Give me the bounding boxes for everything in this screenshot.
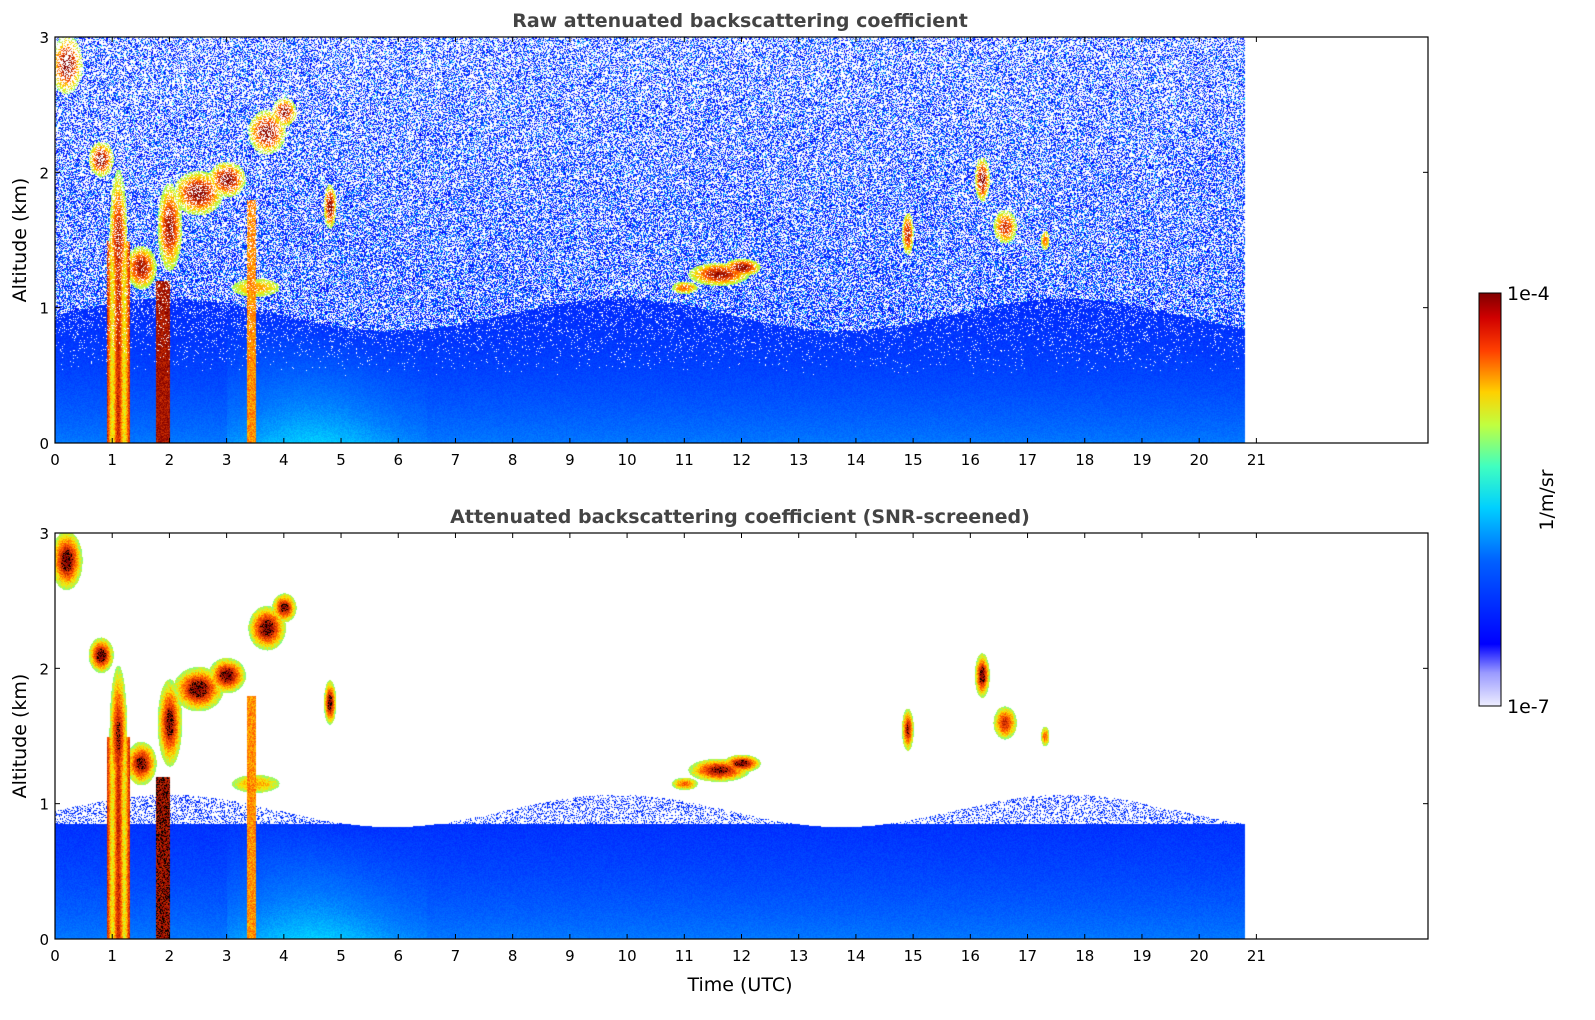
x-tick-label: 1 xyxy=(107,947,117,965)
colorbar-gradient xyxy=(1478,292,1502,707)
y-tick-label: 0 xyxy=(39,435,49,453)
y-tick-label: 3 xyxy=(39,29,49,47)
x-tick-label: 13 xyxy=(789,451,808,469)
y-tick-label: 2 xyxy=(39,164,49,182)
snr-screened-panel: Attenuated backscattering coefficient (S… xyxy=(9,506,1429,996)
x-tick-label: 3 xyxy=(222,947,232,965)
x-tick-label: 13 xyxy=(789,947,808,965)
x-axis-label: Time (UTC) xyxy=(686,974,792,996)
colorbar: 1e-4 1e-7 1/m/sr xyxy=(1478,283,1558,718)
x-tick-label: 4 xyxy=(279,451,289,469)
x-tick-label: 11 xyxy=(675,451,694,469)
x-tick-label: 18 xyxy=(1075,451,1094,469)
colorbar-unit-label: 1/m/sr xyxy=(1536,469,1558,530)
y-axis-label: Altitude (km) xyxy=(9,674,31,799)
x-tick-label: 21 xyxy=(1247,947,1266,965)
x-tick-label: 15 xyxy=(904,947,923,965)
x-tick-label: 17 xyxy=(1018,947,1037,965)
x-tick-label: 9 xyxy=(565,451,575,469)
x-tick-label: 21 xyxy=(1247,451,1266,469)
x-tick-label: 12 xyxy=(732,947,751,965)
x-tick-label: 16 xyxy=(961,947,980,965)
x-tick-label: 6 xyxy=(393,451,403,469)
x-tick-label: 1 xyxy=(107,451,117,469)
heatmap-canvas-holder xyxy=(55,533,1428,939)
heatmap-canvas xyxy=(55,37,1428,443)
x-tick-label: 16 xyxy=(961,451,980,469)
y-tick-label: 1 xyxy=(39,796,49,814)
panel-title: Raw attenuated backscattering coefficien… xyxy=(512,10,968,32)
x-tick-label: 2 xyxy=(165,947,175,965)
x-tick-label: 12 xyxy=(732,451,751,469)
colorbar-min-label: 1e-7 xyxy=(1507,696,1550,718)
heatmap-canvas-holder xyxy=(55,37,1428,443)
x-tick-label: 5 xyxy=(336,947,346,965)
x-tick-label: 11 xyxy=(675,947,694,965)
x-tick-label: 20 xyxy=(1190,947,1209,965)
x-tick-label: 17 xyxy=(1018,451,1037,469)
x-tick-label: 7 xyxy=(451,451,461,469)
x-tick-label: 4 xyxy=(279,947,289,965)
x-tick-label: 7 xyxy=(451,947,461,965)
x-tick-label: 19 xyxy=(1132,451,1151,469)
x-tick-label: 10 xyxy=(618,451,637,469)
x-tick-label: 19 xyxy=(1132,947,1151,965)
x-tick-label: 14 xyxy=(846,451,865,469)
x-tick-label: 10 xyxy=(618,947,637,965)
x-tick-label: 9 xyxy=(565,947,575,965)
x-tick-label: 18 xyxy=(1075,947,1094,965)
y-tick-label: 1 xyxy=(39,300,49,318)
y-tick-label: 2 xyxy=(39,660,49,678)
panel-title: Attenuated backscattering coefficient (S… xyxy=(450,506,1030,528)
x-tick-label: 0 xyxy=(50,451,60,469)
x-tick-label: 6 xyxy=(393,947,403,965)
x-tick-label: 3 xyxy=(222,451,232,469)
x-tick-label: 14 xyxy=(846,947,865,965)
y-tick-label: 3 xyxy=(39,525,49,543)
x-tick-label: 8 xyxy=(508,947,518,965)
x-tick-label: 5 xyxy=(336,451,346,469)
x-tick-label: 2 xyxy=(165,451,175,469)
x-tick-label: 15 xyxy=(904,451,923,469)
heatmap-canvas xyxy=(55,533,1428,939)
y-tick-label: 0 xyxy=(39,931,49,949)
x-tick-label: 8 xyxy=(508,451,518,469)
y-axis-label: Altitude (km) xyxy=(9,178,31,303)
x-tick-label: 20 xyxy=(1190,451,1209,469)
x-tick-label: 0 xyxy=(50,947,60,965)
colorbar-max-label: 1e-4 xyxy=(1507,283,1550,305)
raw-backscatter-panel: Raw attenuated backscattering coefficien… xyxy=(9,10,1429,469)
